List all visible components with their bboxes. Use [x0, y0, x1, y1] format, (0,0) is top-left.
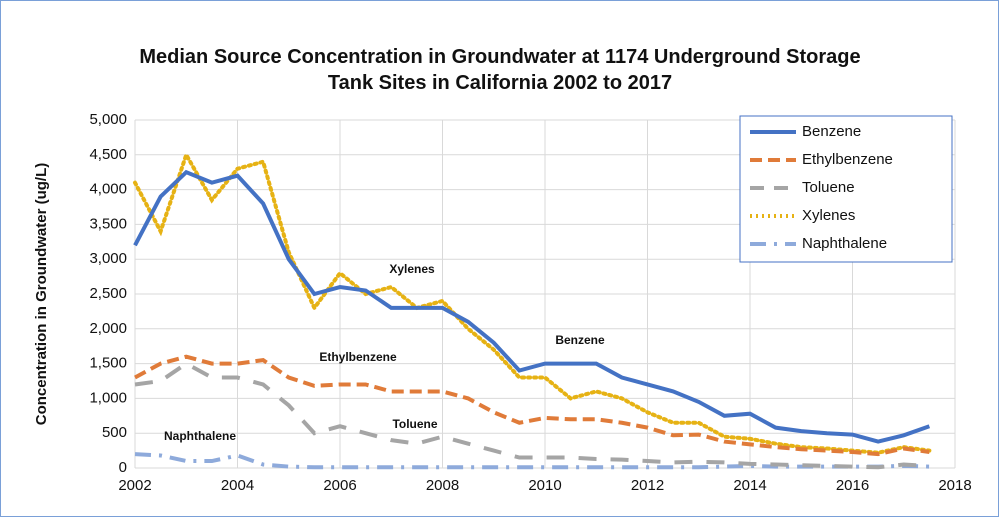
legend-label: Toluene — [802, 179, 855, 196]
y-tick-label: 2,000 — [89, 320, 127, 337]
y-tick-label: 3,500 — [89, 215, 127, 232]
series-line — [133, 149, 932, 455]
x-tick-label: 2018 — [938, 477, 971, 494]
annotation: Ethylbenzene — [319, 350, 397, 364]
annotation: Naphthalene — [164, 429, 236, 443]
x-tick-label: 2010 — [528, 477, 561, 494]
series-line — [134, 361, 930, 470]
annotation: Benzene — [555, 333, 605, 347]
series-line — [134, 354, 930, 457]
x-tick-label: 2002 — [118, 477, 151, 494]
x-tick-label: 2014 — [733, 477, 766, 494]
series-line — [133, 169, 931, 444]
x-tick-label: 2006 — [323, 477, 356, 494]
annotation: Toluene — [392, 417, 437, 431]
x-tick-label: 2008 — [426, 477, 459, 494]
legend-label: Xylenes — [802, 207, 855, 224]
y-tick-label: 1,500 — [89, 355, 127, 372]
y-tick-label: 0 — [119, 459, 127, 476]
series-line — [134, 452, 930, 470]
x-tick-label: 2016 — [836, 477, 869, 494]
y-tick-label: 4,000 — [89, 181, 127, 198]
y-tick-label: 4,500 — [89, 146, 127, 163]
chart-title: Median Source Concentration in Groundwat… — [139, 46, 861, 94]
legend-label: Benzene — [802, 123, 861, 140]
annotation: Xylenes — [389, 262, 435, 276]
y-tick-label: 5,000 — [89, 111, 127, 128]
y-tick-label: 500 — [102, 424, 127, 441]
legend-label: Ethylbenzene — [802, 151, 893, 168]
y-axis-label: Concentration in Groundwater (ug/L) — [33, 163, 50, 426]
x-tick-label: 2012 — [631, 477, 664, 494]
y-tick-label: 2,500 — [89, 285, 127, 302]
y-tick-label: 3,000 — [89, 250, 127, 267]
x-tick-label: 2004 — [221, 477, 254, 494]
y-tick-label: 1,000 — [89, 389, 127, 406]
legend-label: Naphthalene — [802, 235, 887, 252]
